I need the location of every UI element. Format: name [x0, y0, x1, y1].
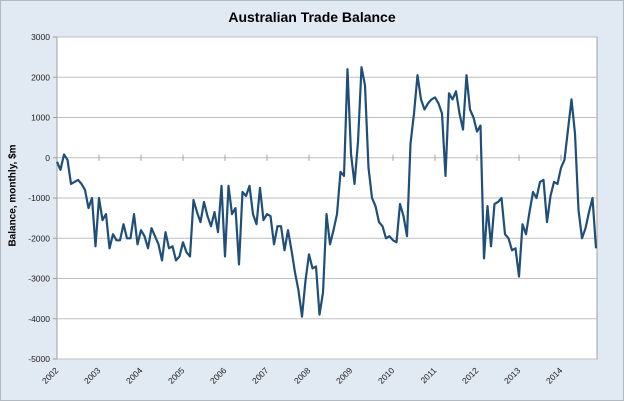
y-tick-label: -2000 [28, 233, 50, 243]
chart-title: Australian Trade Balance [228, 9, 396, 25]
x-tick-label: 2013 [502, 365, 523, 386]
x-tick-label: 2009 [334, 365, 355, 386]
y-tick-label: -1000 [28, 193, 50, 203]
x-tick-label: 2003 [82, 365, 103, 386]
x-tick-label: 2011 [418, 365, 438, 385]
y-tick-label: -5000 [28, 354, 50, 364]
gridlines [56, 36, 597, 360]
x-tick-label: 2007 [250, 365, 271, 386]
x-tick-label: 2006 [208, 365, 229, 386]
x-tick-label: 2005 [166, 365, 187, 386]
x-axis-ticks: 2002 2003 2004 2005 2006 2007 2008 2009 2010 2011… [40, 365, 565, 386]
trade-balance-line [55, 66, 598, 318]
x-tick-label: 2010 [376, 365, 397, 386]
y-tick-label: 3000 [31, 32, 50, 42]
x-tick-label: 2012 [460, 365, 481, 386]
x-tick-label: 2002 [40, 365, 61, 386]
y-axis-ticks: 3000 2000 1000 0 -1000 -2000 -3000 -4000 -5000 [28, 32, 57, 364]
y-tick-label: 1000 [31, 113, 50, 123]
y-tick-label: 0 [45, 153, 50, 163]
x-tick-label: 2014 [544, 365, 565, 386]
y-tick-label: -3000 [28, 274, 50, 284]
x-tick-label: 2004 [124, 365, 145, 386]
x-tick-label: 2008 [292, 365, 313, 386]
y-tick-label: 2000 [31, 72, 50, 82]
y-tick-label: -4000 [28, 314, 50, 324]
